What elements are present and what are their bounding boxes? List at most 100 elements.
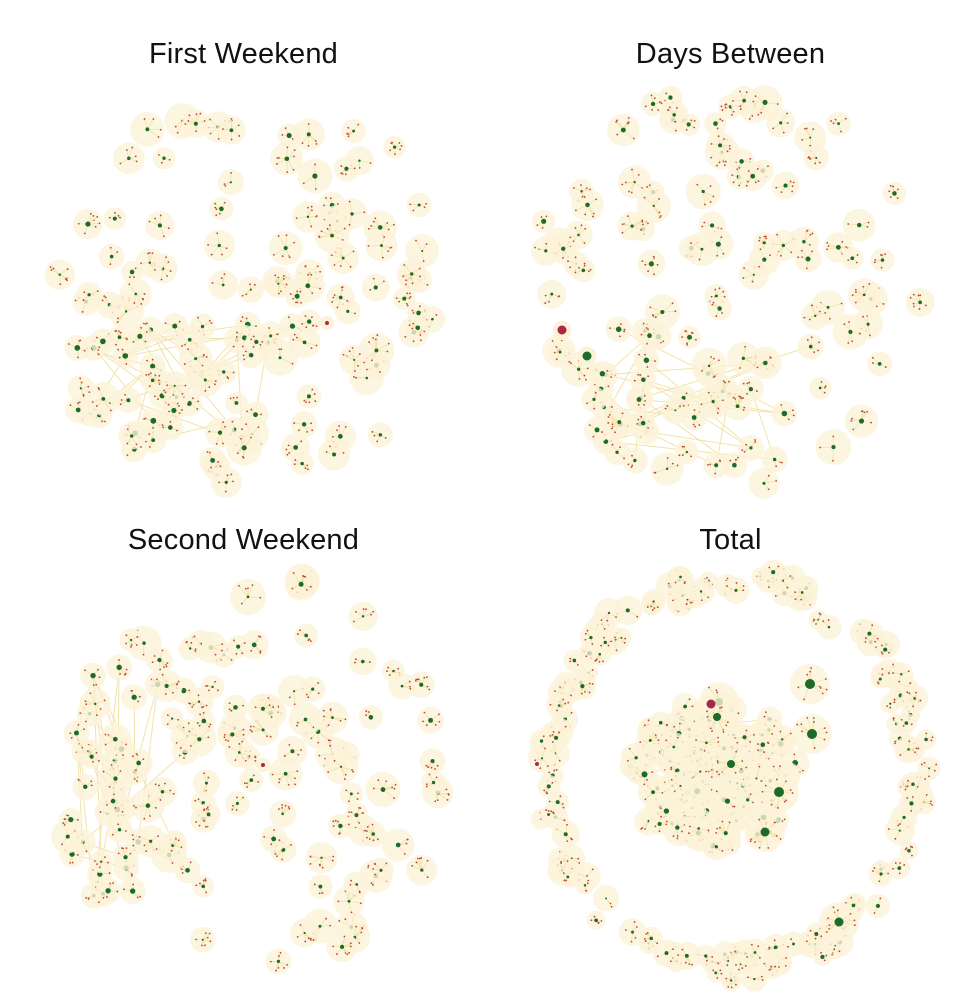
leaf-node [909,845,912,848]
leaf-node [346,953,349,956]
leaf-node [352,770,355,773]
leaf-node [261,340,264,343]
hub-node [892,191,897,196]
hub-node [129,888,136,894]
leaf-node [66,268,69,270]
leaf-node [643,403,645,406]
leaf-node [588,270,590,273]
graph-edge [895,830,901,840]
hub-node [200,324,205,329]
hub-node [805,256,811,262]
leaf-node [631,464,634,467]
leaf-node [368,838,371,840]
leaf-node [99,708,102,710]
leaf-node [767,488,770,491]
leaf-node [935,763,938,766]
leaf-node [135,769,137,771]
graph-edge [632,224,644,227]
leaf-node [764,235,767,238]
leaf-node [381,256,384,259]
leaf-node [405,279,408,282]
hub-node [129,269,135,275]
graph-edge [712,401,719,414]
leaf-node [331,859,334,862]
leaf-node [205,807,208,810]
leaf-node [314,163,316,166]
leaf-node [332,820,335,823]
leaf-node [366,826,369,828]
hub-node [248,352,254,358]
leaf-node [869,334,871,337]
leaf-node [152,426,154,429]
leaf-node [74,299,77,302]
leaf-node [419,334,422,336]
leaf-node [197,694,200,697]
leaf-node [98,866,101,869]
leaf-node [610,376,613,379]
leaf-node [660,102,663,105]
leaf-node [832,122,835,125]
leaf-node [95,336,98,339]
leaf-node [276,333,279,336]
leaf-node [178,412,181,415]
leaf-node [208,689,210,692]
graph-edge [147,128,159,138]
leaf-node [637,373,640,376]
leaf-node [223,273,226,275]
leaf-node [325,451,328,453]
leaf-node [423,676,426,679]
hub-node [300,461,304,466]
graph-edge [135,293,142,305]
leaf-node [729,459,732,462]
graph-edge [272,773,286,775]
leaf-node [566,823,568,826]
leaf-node [350,811,353,814]
leaf-node [153,395,156,398]
graph-edge [163,385,175,391]
leaf-node [147,373,150,376]
leaf-node [135,443,138,446]
graph-edge [191,701,200,708]
leaf-node [403,264,406,266]
leaf-node [640,415,643,418]
leaf-node [92,760,94,763]
leaf-node [374,217,377,220]
graph-edge [650,307,663,313]
hub-node [224,480,228,484]
hub-node [379,868,383,872]
leaf-node [572,187,575,189]
graph-edge [323,715,333,719]
leaf-node [244,759,247,762]
leaf-node [114,807,117,809]
graph-edge [811,305,816,316]
graph-edge [95,699,105,705]
leaf-node [250,649,253,652]
graph-edge [359,160,371,164]
leaf-node [646,186,649,188]
graph-edge [225,474,232,483]
leaf-node [426,284,429,286]
graph-edge [85,700,96,705]
leaf-node [369,288,372,291]
hub-node [122,353,129,359]
leaf-node [393,223,395,226]
leaf-node [300,301,302,304]
leaf-node [232,480,234,483]
hub-node [809,136,812,139]
hub-node [238,751,241,754]
leaf-node [121,348,124,351]
hub-node [850,256,855,261]
leaf-node [757,180,760,183]
leaf-node [207,736,210,739]
leaf-node [725,103,728,106]
leaf-node [738,184,741,187]
leaf-node [554,690,556,692]
graph-edge [342,257,351,268]
hub-node [630,224,634,228]
hub-node [222,370,226,374]
hub-node [672,113,676,117]
graph-edge [708,356,712,366]
graph-layer [530,85,935,499]
hub-node [862,293,866,297]
leaf-node [304,467,307,470]
